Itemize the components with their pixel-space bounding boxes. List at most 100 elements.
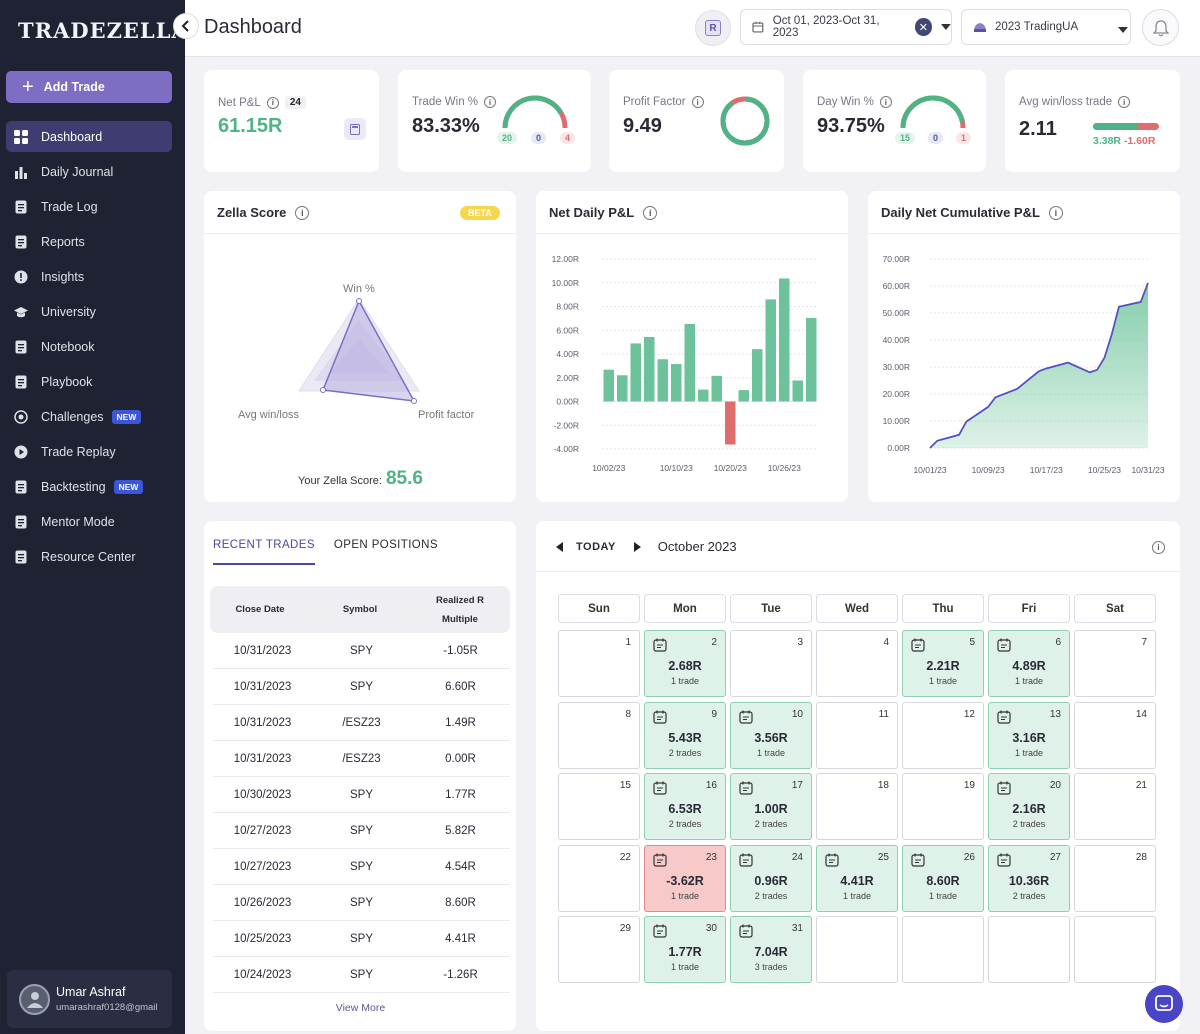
calendar-day-cell[interactable]: 28 xyxy=(1074,844,1156,912)
bar-10/17[interactable] xyxy=(698,389,709,402)
journal-note-icon[interactable] xyxy=(739,781,753,795)
info-icon[interactable]: i xyxy=(295,205,310,220)
date-range-picker[interactable]: Oct 01, 2023-Oct 31, 2023 ✕ xyxy=(740,9,952,45)
bar-10/30[interactable] xyxy=(792,380,804,402)
info-icon[interactable]: i xyxy=(266,96,279,109)
sidebar-item-mentor-mode[interactable]: Mentor Mode xyxy=(6,506,172,537)
calendar-day-cell[interactable]: 14 xyxy=(1074,701,1156,769)
info-icon[interactable]: i xyxy=(643,205,658,220)
calendar-day-cell[interactable]: 23 -3.62R 1 trade xyxy=(644,844,726,912)
cumulative-line[interactable] xyxy=(929,282,1149,449)
bar-10/26[interactable] xyxy=(765,299,777,402)
info-icon[interactable]: i xyxy=(1048,205,1063,220)
calendar-day-cell[interactable]: 6 4.89R 1 trade xyxy=(988,630,1070,697)
calendar-day-cell[interactable]: 27 10.36R 2 trades xyxy=(988,844,1070,912)
calendar-day-cell[interactable]: 31 7.04R 3 trades xyxy=(730,916,812,983)
journal-note-icon[interactable] xyxy=(911,638,925,652)
clear-date-icon[interactable]: ✕ xyxy=(914,18,933,36)
calendar-day-cell[interactable]: 15 xyxy=(558,773,640,840)
r-multiple-toggle[interactable]: R xyxy=(695,10,731,46)
calendar-day-cell[interactable]: 16 6.53R 2 trades xyxy=(644,773,726,840)
sidebar-item-dashboard[interactable]: Dashboard xyxy=(6,121,172,152)
sidebar-item-playbook[interactable]: Playbook xyxy=(6,366,172,397)
table-row[interactable]: 10/30/2023 SPY 1.77R xyxy=(213,777,510,813)
calendar-day-cell[interactable] xyxy=(1074,916,1156,983)
calendar-day-cell[interactable] xyxy=(902,916,984,983)
account-selector[interactable]: 2023 TradingUA xyxy=(961,9,1131,45)
sidebar-item-trade-replay[interactable]: Trade Replay xyxy=(6,436,172,467)
calendar-day-cell[interactable]: 26 8.60R 1 trade xyxy=(902,844,984,912)
info-icon[interactable]: i xyxy=(484,96,497,108)
sidebar-item-resource-center[interactable]: Resource Center xyxy=(6,541,172,572)
calendar-day-cell[interactable]: 20 2.16R 2 trades xyxy=(988,773,1070,840)
calendar-day-cell[interactable]: 3 xyxy=(730,630,812,697)
info-icon[interactable]: i xyxy=(1152,541,1165,554)
sidebar-item-notebook[interactable]: Notebook xyxy=(6,331,172,362)
calendar-day-cell[interactable]: 7 xyxy=(1074,630,1156,697)
table-row[interactable]: 10/24/2023 SPY -1.26R xyxy=(213,957,510,993)
calendar-day-cell[interactable]: 30 1.77R 1 trade xyxy=(644,916,726,983)
journal-note-icon[interactable] xyxy=(997,781,1011,795)
calendar-day-cell[interactable]: 24 0.96R 2 trades xyxy=(730,844,812,912)
bar-10/06[interactable] xyxy=(630,343,642,402)
journal-note-icon[interactable] xyxy=(911,853,925,867)
bar-10/05[interactable] xyxy=(617,375,628,402)
calendar-day-cell[interactable]: 1 xyxy=(558,630,640,697)
collapse-sidebar-button[interactable] xyxy=(173,13,199,39)
journal-note-icon[interactable] xyxy=(653,781,667,795)
calendar-day-cell[interactable]: 5 2.21R 1 trade xyxy=(902,630,984,697)
calendar-day-cell[interactable]: 4 xyxy=(816,630,898,697)
calendar-day-cell[interactable] xyxy=(988,916,1070,983)
calendar-day-cell[interactable]: 9 5.43R 2 trades xyxy=(644,701,726,769)
sidebar-item-daily-journal[interactable]: Daily Journal xyxy=(6,156,172,187)
tab-recent-trades[interactable]: RECENT TRADES xyxy=(213,539,315,565)
calendar-day-cell[interactable] xyxy=(816,916,898,983)
add-trade-button[interactable]: + Add Trade xyxy=(6,71,172,103)
sidebar-item-insights[interactable]: Insights xyxy=(6,261,172,292)
bar-10/10[interactable] xyxy=(657,359,669,402)
journal-note-icon[interactable] xyxy=(653,638,667,652)
view-more-link[interactable]: View More xyxy=(335,1002,386,1014)
table-row[interactable]: 10/31/2023 SPY -1.05R xyxy=(213,633,510,669)
table-row[interactable]: 10/27/2023 SPY 5.82R xyxy=(213,813,510,849)
calendar-day-cell[interactable]: 13 3.16R 1 trade xyxy=(988,701,1070,769)
info-icon[interactable]: i xyxy=(879,96,892,108)
journal-note-icon[interactable] xyxy=(653,710,667,724)
calendar-day-cell[interactable]: 19 xyxy=(902,773,984,840)
bar-10/31[interactable] xyxy=(806,317,817,402)
calendar-day-cell[interactable]: 2 2.68R 1 trade xyxy=(644,630,726,697)
calendar-day-cell[interactable]: 22 xyxy=(558,844,640,912)
sidebar-item-trade-log[interactable]: Trade Log xyxy=(6,191,172,222)
bar-10/16[interactable] xyxy=(684,323,696,402)
bar-10/27[interactable] xyxy=(779,278,790,402)
today-button[interactable]: TODAY xyxy=(576,540,616,553)
table-row[interactable]: 10/25/2023 SPY 4.41R xyxy=(213,921,510,957)
journal-note-icon[interactable] xyxy=(653,924,667,938)
journal-note-icon[interactable] xyxy=(653,853,667,867)
info-icon[interactable]: i xyxy=(691,96,704,108)
table-row[interactable]: 10/31/2023 SPY 6.60R xyxy=(213,669,510,705)
bar-10/20[interactable] xyxy=(711,375,723,402)
table-row[interactable]: 10/31/2023/ESZ23 0.00R xyxy=(213,741,510,777)
calendar-day-cell[interactable]: 25 4.41R 1 trade xyxy=(816,844,898,912)
sidebar-item-reports[interactable]: Reports xyxy=(6,226,172,257)
journal-note-icon[interactable] xyxy=(739,710,753,724)
tab-open-positions[interactable]: OPEN POSITIONS xyxy=(333,539,438,551)
chevron-down-icon[interactable] xyxy=(941,24,952,30)
calendar-day-cell[interactable]: 17 1.00R 2 trades xyxy=(730,773,812,840)
table-row[interactable]: 10/31/2023/ESZ23 1.49R xyxy=(213,705,510,741)
journal-note-icon[interactable] xyxy=(739,853,753,867)
table-row[interactable]: 10/27/2023 SPY 4.54R xyxy=(213,849,510,885)
calendar-day-cell[interactable]: 10 3.56R 1 trade xyxy=(730,701,812,769)
prev-month-icon[interactable] xyxy=(556,541,564,552)
sidebar-item-backtesting[interactable]: Backtesting NEW xyxy=(6,471,172,502)
journal-note-icon[interactable] xyxy=(997,853,1011,867)
bar-10/25[interactable] xyxy=(752,349,763,402)
notifications-button[interactable] xyxy=(1142,9,1179,46)
journal-note-icon[interactable] xyxy=(997,710,1011,724)
calendar-day-cell[interactable]: 11 xyxy=(816,701,898,769)
bar-10/23[interactable] xyxy=(725,401,736,445)
user-profile[interactable]: Umar Ashraf umarashraf0128@gmail xyxy=(7,970,172,1028)
bar-10/09[interactable] xyxy=(644,337,655,402)
bar-10/24[interactable] xyxy=(738,390,750,402)
